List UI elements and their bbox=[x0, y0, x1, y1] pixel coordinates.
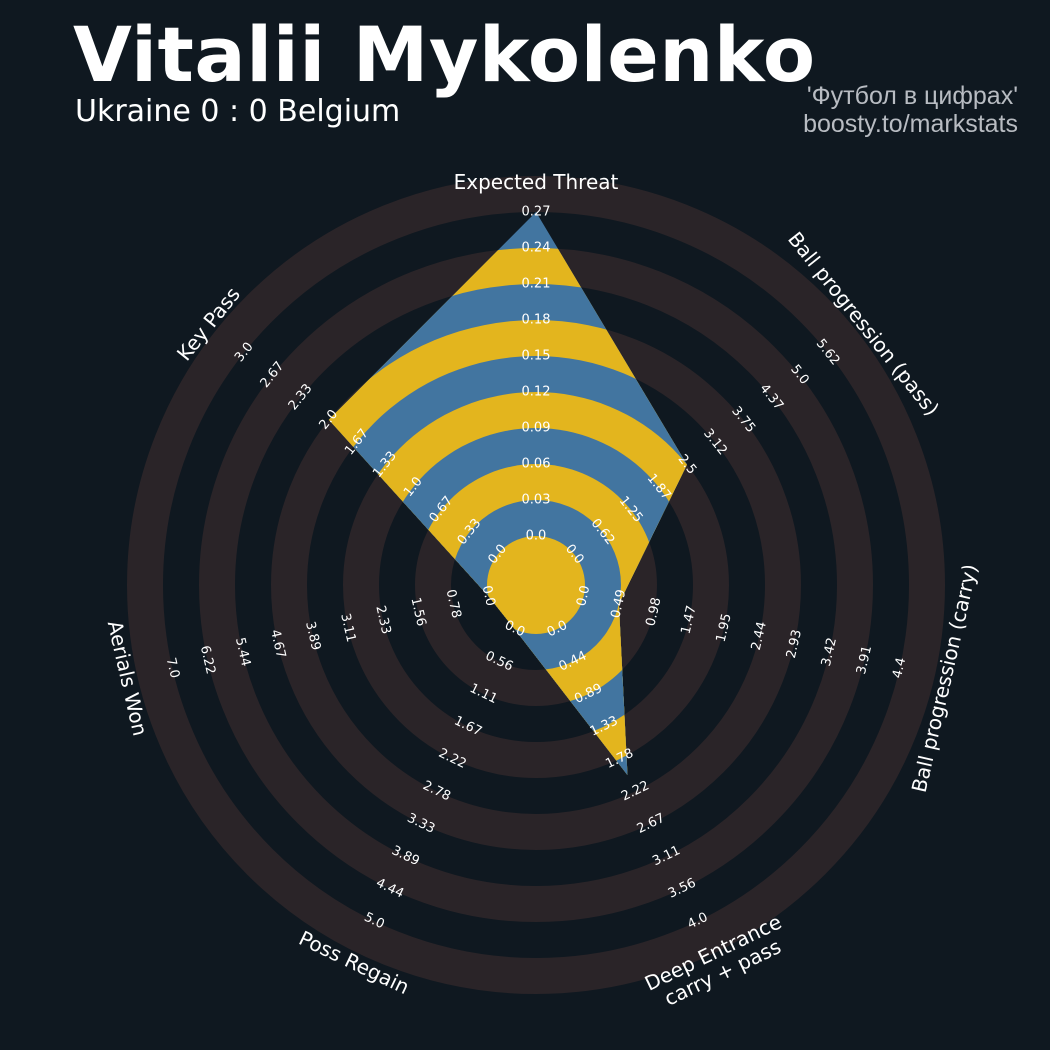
tick-label: 3.11 bbox=[337, 612, 358, 644]
tick-label: 3.91 bbox=[854, 644, 875, 676]
tick-label: 0.49 bbox=[608, 588, 629, 620]
tick-label: 0.0 bbox=[526, 529, 547, 544]
match-subtitle: Ukraine 0 : 0 Belgium bbox=[75, 94, 401, 129]
tick-label: 6.22 bbox=[197, 644, 218, 676]
player-name-title: Vitalii Mykolenko bbox=[73, 10, 816, 99]
credit-url: boosty.to/markstats bbox=[803, 110, 1018, 138]
credits-block: 'Футбол в цифрах' boosty.to/markstats bbox=[803, 82, 1018, 138]
tick-label: 1.47 bbox=[679, 604, 700, 636]
polygon-stripe bbox=[487, 536, 585, 634]
ring-band bbox=[127, 176, 945, 994]
tick-label: 2.44 bbox=[749, 620, 770, 652]
tick-label: 3.89 bbox=[302, 620, 323, 652]
tick-label: 1.95 bbox=[714, 612, 735, 644]
tick-label: 7.0 bbox=[163, 656, 182, 680]
tick-label: 2.33 bbox=[372, 604, 393, 636]
tick-label: 3.42 bbox=[819, 636, 840, 668]
axis-label: Expected Threat bbox=[454, 170, 619, 194]
tick-label: 0.98 bbox=[643, 596, 664, 628]
tick-label: 1.56 bbox=[407, 596, 428, 628]
tick-label: 4.67 bbox=[267, 628, 288, 660]
tick-label: 0.06 bbox=[522, 457, 551, 472]
tick-label: 0.15 bbox=[522, 349, 551, 364]
tick-label: 0.24 bbox=[522, 241, 551, 256]
tick-label: 5.44 bbox=[232, 636, 253, 668]
tick-label: 0.12 bbox=[522, 385, 551, 400]
tick-label: 0.09 bbox=[522, 421, 551, 436]
tick-label: 4.4 bbox=[890, 656, 909, 680]
tick-label: 0.27 bbox=[522, 205, 551, 220]
tick-label: 0.21 bbox=[522, 277, 551, 292]
tick-label: 0.03 bbox=[522, 493, 551, 508]
credit-source: 'Футбол в цифрах' bbox=[806, 82, 1018, 110]
tick-label: 0.0 bbox=[479, 584, 498, 608]
tick-label: 0.0 bbox=[574, 584, 593, 608]
tick-label: 0.78 bbox=[443, 588, 464, 620]
tick-label: 0.18 bbox=[522, 313, 551, 328]
tick-label: 2.93 bbox=[784, 628, 805, 660]
